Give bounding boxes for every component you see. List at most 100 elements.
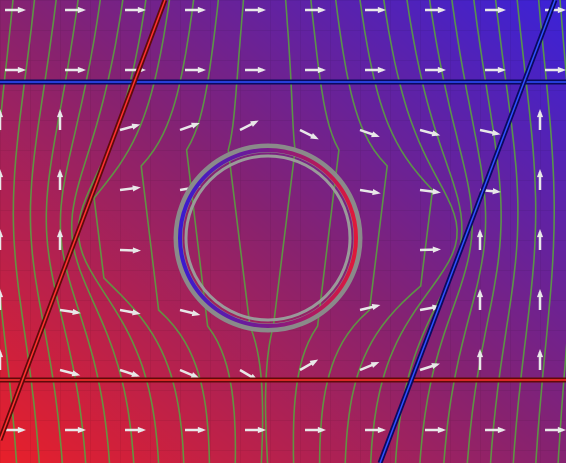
arrow-head [437, 6, 446, 14]
arrow-head [197, 66, 206, 74]
field-arrow [185, 426, 206, 434]
field-line [318, 0, 389, 463]
arrow-head [77, 6, 86, 14]
field-line [93, 0, 185, 463]
field-arrow [359, 128, 380, 138]
arrow-head [72, 308, 81, 315]
arrow-head [56, 169, 64, 178]
field-arrow [179, 122, 200, 132]
arrow-head [431, 363, 440, 370]
arrow-head [557, 6, 566, 14]
field-line [292, 0, 340, 463]
arrow-head [56, 109, 64, 118]
field-arrow [359, 188, 381, 196]
arrow-head [536, 229, 544, 238]
field-arrow [56, 169, 64, 190]
field-line [70, 0, 135, 463]
field-line [443, 0, 487, 463]
field-line [185, 0, 237, 463]
field-arrow [359, 303, 381, 312]
field-line [344, 0, 434, 463]
arrow-head [137, 426, 146, 434]
field-arrow [119, 185, 141, 192]
field-arrow [245, 66, 266, 74]
arrow-head [131, 123, 141, 130]
arrow-head [77, 66, 86, 74]
field-arrow [0, 349, 4, 370]
arrow-head [432, 188, 441, 195]
field-arrow [299, 128, 319, 140]
arrow-head [492, 188, 501, 195]
ring-charge [178, 148, 358, 328]
arrow-head [497, 426, 506, 434]
field-arrow [125, 6, 146, 14]
arrow-head [0, 109, 4, 118]
arrow-head [257, 66, 266, 74]
arrow-head [432, 246, 441, 253]
field-line [466, 0, 502, 463]
arrow-head [0, 169, 4, 178]
arrow-head [191, 310, 201, 317]
arrow-head [132, 247, 141, 254]
field-arrow [305, 6, 326, 14]
field-arrow [0, 289, 4, 310]
arrow-head [371, 303, 381, 310]
field-arrow [65, 66, 86, 74]
field-arrow [545, 6, 566, 14]
field-arrow [359, 361, 380, 372]
field-arrow [56, 229, 64, 250]
arrow-head [17, 66, 26, 74]
arrow-head [317, 66, 326, 74]
arrow-head [431, 130, 441, 137]
field-arrow [485, 6, 506, 14]
arrow-head [536, 109, 544, 118]
arrow-head [77, 426, 86, 434]
field-arrow [0, 169, 4, 190]
arrow-head [0, 349, 4, 358]
arrow-head [557, 66, 566, 74]
arrow-head [377, 6, 386, 14]
field-arrow [185, 66, 206, 74]
conductor [173, 143, 363, 333]
field-arrow [425, 66, 446, 74]
arrow-head [437, 426, 446, 434]
field-arrow [419, 188, 441, 195]
field-arrow [425, 6, 446, 14]
field-arrow [65, 6, 86, 14]
field-arrow [365, 66, 386, 74]
field-arrow [299, 359, 319, 372]
arrow-head [131, 371, 140, 377]
arrow-head [497, 66, 506, 74]
arrow-head [257, 426, 266, 434]
arrow-head [197, 426, 206, 434]
arrow-head [536, 169, 544, 178]
arrow-head [310, 132, 319, 140]
field-arrow [185, 6, 206, 14]
field-arrow [119, 308, 141, 316]
field-arrow [65, 426, 86, 434]
field-arrow [125, 426, 146, 434]
field-line [29, 0, 64, 463]
field-arrow [0, 229, 4, 250]
arrow-head [309, 359, 319, 367]
arrow-head [377, 66, 386, 74]
field-arrow [119, 368, 140, 377]
field-line [512, 0, 537, 463]
field-arrow [425, 426, 446, 434]
arrow-head [317, 6, 326, 14]
field-arrow [119, 123, 141, 132]
field-arrow [5, 426, 26, 434]
arrow-head [491, 129, 501, 136]
field-line [59, 0, 111, 463]
arrow-head [71, 370, 81, 377]
arrow-head [17, 426, 26, 434]
arrow-head [56, 229, 64, 238]
arrow-head [191, 122, 200, 129]
field-arrow [179, 308, 201, 317]
field-line [264, 0, 296, 463]
field-arrow [419, 128, 441, 137]
arrow-head [370, 361, 380, 368]
